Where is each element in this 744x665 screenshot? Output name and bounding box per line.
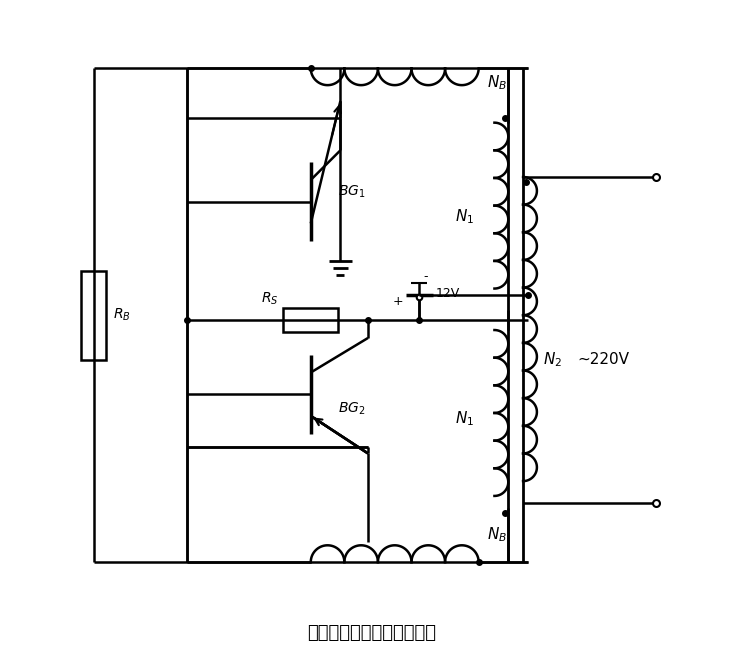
Text: $N_B$: $N_B$ [487, 525, 507, 545]
Text: 12V: 12V [435, 287, 460, 300]
Text: $R_B$: $R_B$ [113, 307, 131, 323]
Text: +: + [393, 295, 403, 308]
Text: $N_1$: $N_1$ [455, 207, 474, 226]
Text: -: - [423, 270, 428, 283]
Bar [80, 271, 106, 360]
Text: $R_S$: $R_S$ [260, 290, 278, 307]
Bar [283, 309, 339, 332]
Text: 实用的晶体管逆变电源电路: 实用的晶体管逆变电源电路 [307, 624, 437, 642]
Text: $N_B$: $N_B$ [487, 73, 507, 92]
Text: $BG_2$: $BG_2$ [339, 401, 366, 417]
Text: ~220V: ~220V [577, 352, 629, 367]
Text: $BG_1$: $BG_1$ [339, 184, 366, 200]
Text: $N_2$: $N_2$ [543, 350, 562, 369]
Text: $N_1$: $N_1$ [455, 410, 474, 428]
